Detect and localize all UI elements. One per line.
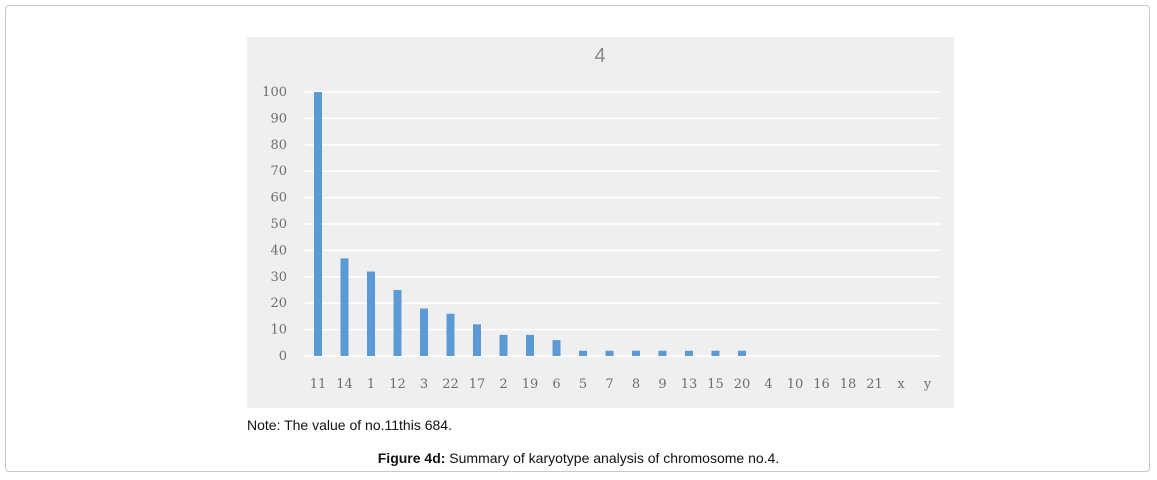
- bar-11: [314, 92, 322, 356]
- bars: [314, 92, 746, 356]
- y-tick-label: 40: [270, 243, 287, 258]
- bar-12: [393, 290, 402, 356]
- y-axis-ticks: 0 10 20 30 40 50 60 70 80 90 100: [262, 85, 287, 364]
- bar-3: [420, 308, 428, 356]
- y-tick-label: 0: [279, 349, 287, 364]
- bar-14: [340, 258, 349, 356]
- y-tick-label: 10: [270, 323, 287, 338]
- x-tick-label-x: x: [897, 377, 905, 392]
- figure-note: Note: The value of no.11this 684.: [247, 417, 452, 433]
- chart-title: 4: [594, 45, 605, 67]
- x-tick-label-8: 8: [632, 377, 640, 392]
- y-tick-label: 100: [262, 85, 287, 100]
- bar-8: [632, 350, 640, 356]
- bar-9: [658, 350, 667, 356]
- x-tick-label-2: 2: [499, 377, 507, 392]
- y-tick-label: 80: [270, 138, 287, 153]
- x-tick-label-4: 4: [764, 377, 772, 392]
- bar-15: [711, 350, 720, 356]
- caption-text: Summary of karyotype analysis of chromos…: [445, 450, 780, 466]
- y-tick-label: 30: [270, 270, 287, 285]
- x-tick-label-10: 10: [787, 377, 804, 392]
- x-tick-label-12: 12: [389, 377, 406, 392]
- x-tick-label-1: 1: [367, 377, 375, 392]
- chart-panel: 4 0 10 20 30 40 50 60 70 80 90 100 11 14 1 12 3 22 17 2 19…: [247, 37, 954, 408]
- x-tick-label-6: 6: [552, 377, 560, 392]
- x-tick-label-3: 3: [420, 377, 428, 392]
- x-tick-label-11: 11: [310, 377, 327, 392]
- x-tick-label-16: 16: [813, 377, 830, 392]
- x-tick-label-21: 21: [866, 377, 883, 392]
- x-tick-label-9: 9: [658, 377, 666, 392]
- x-tick-label-20: 20: [734, 377, 751, 392]
- bar-20: [738, 350, 746, 356]
- y-tick-label: 50: [270, 217, 287, 232]
- y-tick-label: 20: [270, 296, 287, 311]
- y-tick-label: 70: [270, 164, 287, 179]
- x-tick-label-13: 13: [681, 377, 698, 392]
- bar-6: [552, 340, 561, 356]
- bar-22: [446, 313, 455, 356]
- x-tick-label-14: 14: [336, 377, 353, 392]
- bar-5: [579, 350, 587, 356]
- x-axis-ticks: 11 14 1 12 3 22 17 2 19 6 5 7 8 9 13 15 20 4 10 16 18 21 x y: [310, 377, 932, 392]
- y-tick-label: 90: [270, 111, 287, 126]
- gridlines: [305, 91, 940, 357]
- x-tick-label-17: 17: [469, 377, 486, 392]
- bar-7: [605, 350, 614, 356]
- bar-1: [367, 271, 375, 356]
- x-tick-label-5: 5: [579, 377, 587, 392]
- bar-19: [526, 334, 534, 356]
- caption-label: Figure 4d:: [377, 450, 446, 466]
- x-tick-label-7: 7: [605, 377, 613, 392]
- x-tick-label-15: 15: [707, 377, 724, 392]
- bar-13: [685, 350, 693, 356]
- bar-17: [473, 324, 481, 356]
- bar-2: [499, 334, 508, 356]
- y-tick-label: 60: [270, 191, 287, 206]
- figure-caption: Figure 4d: Summary of karyotype analysis…: [0, 450, 1157, 466]
- x-tick-label-y: y: [923, 377, 932, 392]
- x-tick-label-18: 18: [840, 377, 857, 392]
- x-tick-label-22: 22: [442, 377, 459, 392]
- x-tick-label-19: 19: [522, 377, 539, 392]
